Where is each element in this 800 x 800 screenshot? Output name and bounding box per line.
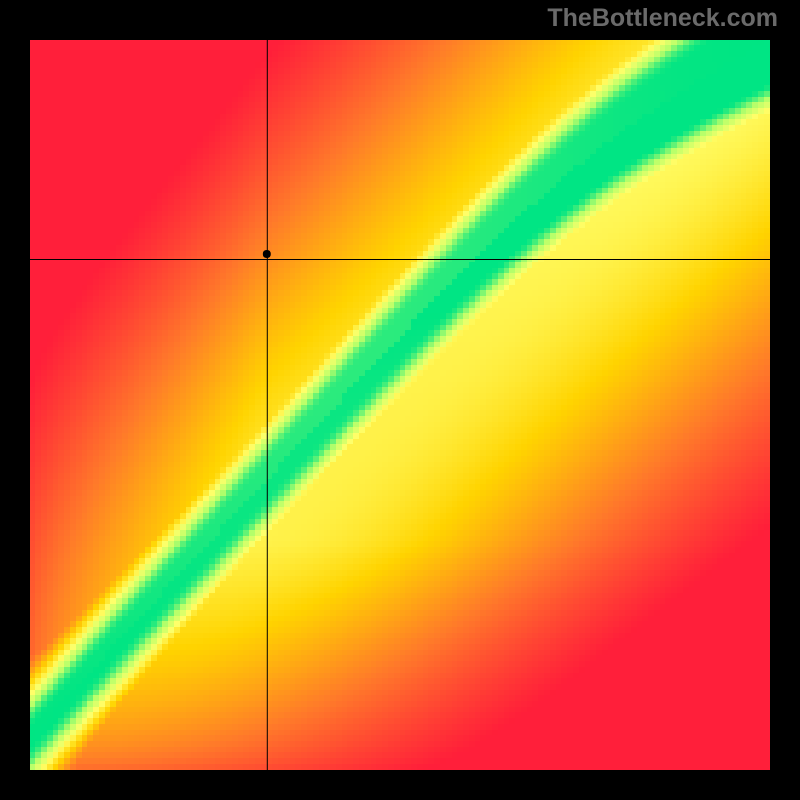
watermark-text: TheBottleneck.com bbox=[547, 4, 778, 33]
bottleneck-heatmap bbox=[30, 40, 770, 770]
